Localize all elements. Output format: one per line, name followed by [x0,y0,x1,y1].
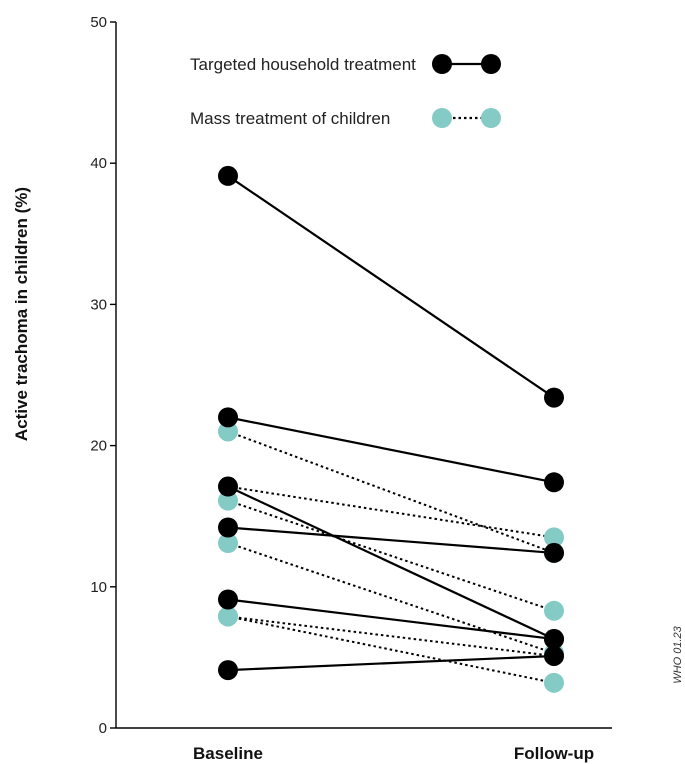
targeted-data-point [544,387,564,408]
mass-series-line [227,499,555,612]
targeted-series-line [227,598,555,641]
mass-series-line [227,485,555,539]
mass-data-point [218,533,238,554]
series-points [218,165,564,693]
targeted-series-line [227,526,555,555]
y-tick-label: 40 [90,155,107,172]
axes [115,22,612,729]
y-axis-ticks: 0 10 20 30 40 50 [90,14,116,737]
y-tick-label: 20 [90,438,107,455]
targeted-data-point [544,472,564,493]
legend-marker [481,54,501,74]
targeted-data-point [218,165,238,186]
targeted-data-point [218,517,238,538]
x-axis-categories: Baseline Follow-up [193,744,594,763]
targeted-series-line [227,485,555,641]
targeted-series-line [227,174,555,399]
targeted-data-point [544,629,564,650]
series-lines [227,174,555,684]
x-category-label: Follow-up [514,744,594,763]
x-category-label: Baseline [193,744,263,763]
y-tick-label: 30 [90,296,107,313]
y-tick-label: 0 [99,720,107,737]
mass-data-point [544,672,564,693]
targeted-data-point [218,660,238,681]
legend: Targeted household treatment Mass treatme… [190,54,501,128]
legend-label: Mass treatment of children [190,109,390,128]
mass-data-point [218,421,238,442]
legend-marker [432,108,452,128]
targeted-data-point [544,645,564,666]
mass-data-point [218,606,238,627]
mass-series-line [227,615,555,684]
targeted-series-line [227,416,555,484]
legend-marker [481,108,501,128]
mass-data-point [218,490,238,511]
targeted-data-point [218,589,238,610]
mass-data-point [544,527,564,548]
targeted-series-line [227,654,555,672]
legend-label: Targeted household treatment [190,55,416,74]
mass-series-line [227,542,555,655]
y-tick-label: 50 [90,14,107,31]
credit-label: WHO 01.23 [672,625,684,683]
mass-data-point [544,600,564,621]
targeted-data-point [544,542,564,563]
targeted-data-point [218,407,238,428]
y-axis-title: Active trachoma in children (%) [12,187,31,441]
y-tick-label: 10 [90,579,107,596]
legend-marker [432,54,452,74]
targeted-data-point [218,476,238,497]
